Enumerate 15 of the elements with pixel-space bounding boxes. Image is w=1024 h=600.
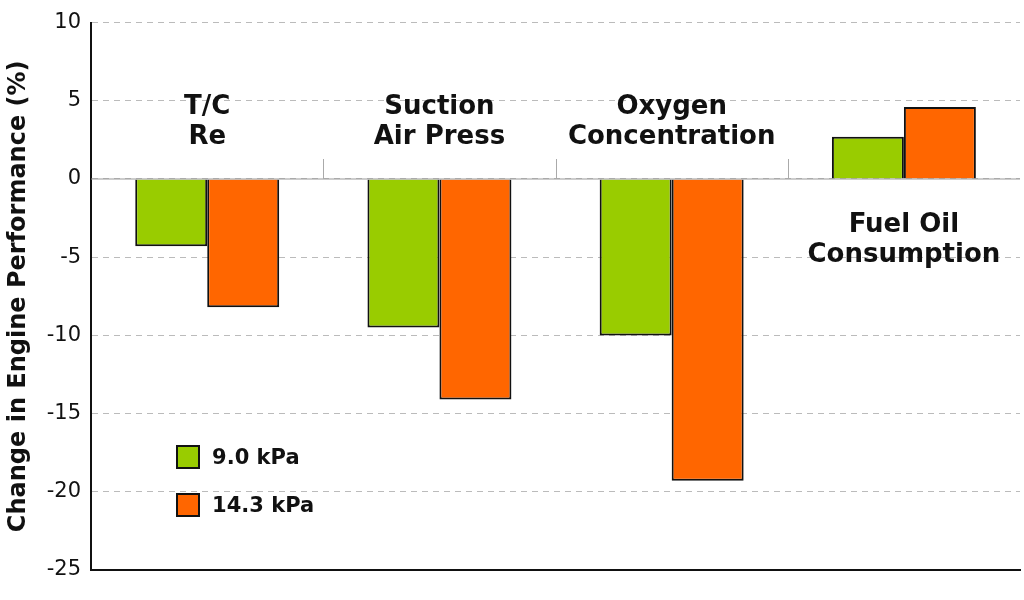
y-tick-label: -25 xyxy=(46,556,82,581)
legend-label: 14.3 kPa xyxy=(212,493,315,517)
x-tick-label: Suction Air Press xyxy=(373,89,506,150)
y-tick-label: 5 xyxy=(67,87,82,112)
y-tick-label: -15 xyxy=(46,400,82,425)
legend-label: 9.0 kPa xyxy=(212,445,300,469)
y-axis-title: Change in Engine Performance (%) xyxy=(2,60,31,533)
x-tick-label: T/C Re xyxy=(184,89,231,150)
x-tick-label: Oxygen Concentration xyxy=(567,89,776,150)
x-tick-label: Fuel Oil Consumption xyxy=(807,207,1001,268)
y-tick-label: 0 xyxy=(67,165,82,190)
y-tick-label: -10 xyxy=(46,321,82,346)
y-tick-label: -20 xyxy=(46,478,82,503)
y-tick-label: -5 xyxy=(60,243,82,268)
y-tick-label: 10 xyxy=(54,9,82,34)
